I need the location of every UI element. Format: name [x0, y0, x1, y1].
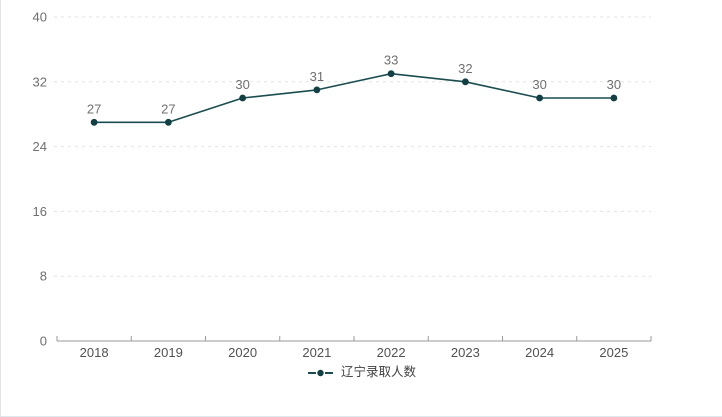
data-label: 32 [458, 61, 472, 76]
x-tick-label: 2025 [599, 345, 628, 360]
legend-item[interactable]: 辽宁录取人数 [1, 364, 722, 381]
y-tick-label: 0 [40, 334, 47, 349]
x-tick-label: 2023 [451, 345, 480, 360]
y-tick-label: 24 [33, 139, 47, 154]
data-label: 33 [384, 53, 398, 68]
x-tick-label: 2020 [228, 345, 257, 360]
data-point[interactable] [461, 78, 469, 86]
data-point[interactable] [536, 94, 544, 102]
x-tick-label: 2022 [377, 345, 406, 360]
data-point[interactable] [164, 118, 172, 126]
legend-line-marker-icon [307, 369, 333, 376]
data-point[interactable] [610, 94, 618, 102]
data-point[interactable] [313, 86, 321, 94]
data-label: 27 [87, 101, 101, 116]
data-label: 30 [607, 77, 621, 92]
series-line [93, 72, 615, 124]
y-tick-label: 8 [40, 269, 47, 284]
x-tick-label: 2019 [154, 345, 183, 360]
data-label: 27 [161, 101, 175, 116]
x-tick-label: 2024 [525, 345, 554, 360]
y-tick-label: 16 [33, 204, 47, 219]
x-tick-label: 2021 [302, 345, 331, 360]
data-point[interactable] [387, 70, 395, 78]
x-tick-label: 2018 [80, 345, 109, 360]
data-point[interactable] [90, 118, 98, 126]
legend-label: 辽宁录取人数 [340, 365, 416, 379]
data-point[interactable] [239, 94, 247, 102]
data-label: 30 [532, 77, 546, 92]
y-tick-label: 32 [33, 74, 47, 89]
y-tick-label: 40 [33, 10, 47, 25]
data-label: 31 [310, 69, 324, 84]
data-label: 30 [235, 77, 249, 92]
